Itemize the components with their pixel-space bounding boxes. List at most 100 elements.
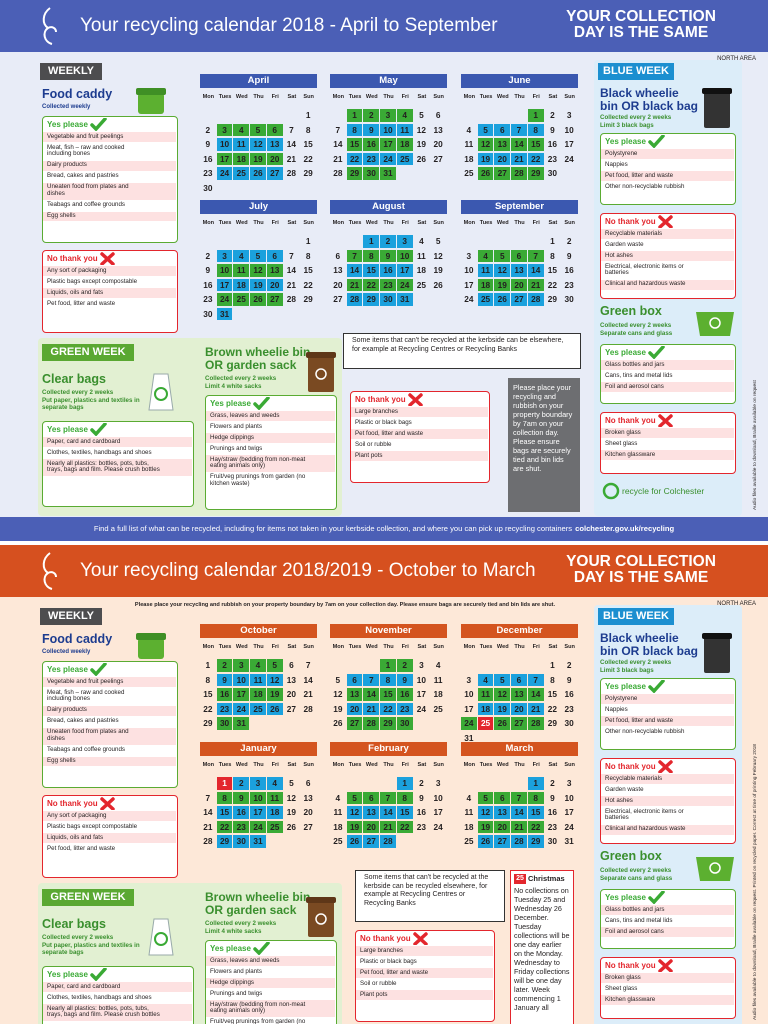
list-item: Prunings and twigs xyxy=(206,988,335,999)
cross-icon-graphic xyxy=(408,393,423,407)
weekday-label: Wed xyxy=(365,762,378,768)
weekday-label: Thu xyxy=(514,644,525,650)
cross-icon xyxy=(657,959,674,973)
tab-label: WEEKLY xyxy=(40,608,102,625)
black-bin-icon-graphic xyxy=(702,633,732,673)
panel-heading: Brown wheelie bin OR garden sack xyxy=(205,890,311,917)
panel-subheading: Collected every 2 weeks xyxy=(600,114,672,121)
weekday-label: Mon xyxy=(463,762,476,768)
cross-icon xyxy=(657,414,674,428)
list-item: Grass, leaves and weeds xyxy=(206,411,335,421)
calendar-day: 2 xyxy=(363,109,380,122)
yes-box: Yes please Grass, leaves and weeds Flowers… xyxy=(205,395,337,510)
list-items: Glass bottles and jars Cans, tins and met… xyxy=(601,360,734,393)
calendar-day: 7 xyxy=(305,660,311,670)
check-icon xyxy=(253,941,270,956)
calendar-day: 13 xyxy=(363,806,380,819)
list-item: Clinical and hazardous waste xyxy=(601,279,734,290)
calendar-day: 3 xyxy=(566,778,572,788)
calendar-day: 12 xyxy=(286,792,297,803)
weekday-label: Sun xyxy=(303,94,314,100)
council-logo-graphic xyxy=(42,552,57,590)
list-label: Yes please xyxy=(47,970,88,979)
calendar-day: 21 xyxy=(333,153,343,164)
calendar-day: 5 xyxy=(250,249,266,262)
cross-icon-graphic xyxy=(658,414,673,428)
calendar-day: 18 xyxy=(266,806,283,819)
list-label: No thank you xyxy=(360,934,411,943)
calendar-day: 26 xyxy=(346,835,363,848)
panel-subheading: Separate cans and glass xyxy=(600,330,673,337)
calendar-day: 28 xyxy=(527,293,544,306)
calendar-day: 25 xyxy=(433,703,443,714)
calendar-day: 15 xyxy=(527,138,544,151)
list-label: Yes please xyxy=(47,425,88,434)
weekday-label: Mon xyxy=(202,94,215,100)
list-item: Plant pots xyxy=(356,989,493,1000)
list-items: Grass, leaves and weeds Flowers and plant… xyxy=(206,956,335,1024)
weekday-label: Thu xyxy=(253,644,264,650)
check-icon-graphic xyxy=(648,890,665,905)
calendar-day: 10 xyxy=(416,674,427,685)
list-item: Kitchen glassware xyxy=(601,449,734,460)
calendar-day: 2 xyxy=(380,235,396,248)
weekday-label: Fri xyxy=(271,220,279,226)
calendar-day: 24 xyxy=(233,702,250,715)
list-item: Pet food, litter and waste xyxy=(601,170,734,181)
calendar-day: 5 xyxy=(250,123,266,136)
yes-box: Yes please Polystyrene Nappies Pet food, li… xyxy=(600,678,736,750)
weekday-label: Mon xyxy=(463,644,476,650)
no-box: No thank you Large branches Plastic or bla… xyxy=(350,391,490,483)
list-item: Polystyrene xyxy=(601,149,734,159)
panel-heading: Clear bags xyxy=(42,917,106,931)
calendar-day: 30 xyxy=(564,718,574,728)
calendar-day: 27 xyxy=(363,835,380,848)
check-icon xyxy=(90,117,107,132)
weekday-label: Wed xyxy=(496,762,509,768)
list-item: Plastic bags except compostable xyxy=(43,821,176,832)
month-header: September xyxy=(461,200,578,214)
list-items: Grass, leaves and weeds Flowers and plant… xyxy=(206,411,335,491)
calendar-day: 16 xyxy=(233,806,250,819)
calendar-day: 16 xyxy=(380,264,396,277)
list-item: Paper, card and cardboard xyxy=(43,437,192,447)
check-icon xyxy=(90,422,107,437)
calendar-day: 7 xyxy=(527,249,544,262)
month-name: July xyxy=(248,201,268,212)
calendar-day: 24 xyxy=(380,152,396,165)
month-header: January xyxy=(200,742,317,756)
calendar-day: 16 xyxy=(396,688,413,701)
calendar-day: 6 xyxy=(289,660,294,670)
bag-icon-graphic xyxy=(148,373,174,411)
weekday-label: Wed xyxy=(235,220,248,226)
calendar-day: 6 xyxy=(305,778,311,788)
weekday-label: Tues xyxy=(479,762,493,768)
calendar-day: 21 xyxy=(511,820,527,833)
calendar-day: 1 xyxy=(380,659,396,672)
calendar-day: 1 xyxy=(396,777,413,790)
calendar-day: 29 xyxy=(303,168,313,178)
weekday-label: Wed xyxy=(365,94,378,100)
calendar-day: 10 xyxy=(216,264,233,277)
christmas-text: No collections on Tuesday 25 and Wednesd… xyxy=(514,886,570,1012)
calendar-day: 20 xyxy=(511,702,527,715)
calendar-day: 14 xyxy=(380,806,396,819)
calendar-day: 30 xyxy=(380,293,396,306)
weekday-label: Sun xyxy=(433,762,444,768)
calendar-day: 22 xyxy=(380,702,396,715)
calendar-day: 25 xyxy=(250,702,266,715)
calendar-day: 27 xyxy=(511,293,527,306)
calendar-day: 30 xyxy=(203,182,213,193)
calendar-day: 29 xyxy=(380,717,396,730)
calendar-day: 1 xyxy=(527,109,544,122)
weekday-label: Sat xyxy=(417,644,427,650)
calendar-day: 5 xyxy=(477,123,494,136)
tab-label: GREEN WEEK xyxy=(42,889,134,906)
list-item: Kitchen glassware xyxy=(601,994,734,1005)
calendar-day: 23 xyxy=(363,152,380,165)
calendar-day: 15 xyxy=(380,688,396,701)
calendar-day: 10 xyxy=(233,673,250,686)
no-box: No thank you Any sort of packaging Plastic… xyxy=(42,250,178,333)
footer-strip: Find a full list of what can be recycled… xyxy=(0,517,768,541)
calendar-day: 16 xyxy=(564,265,574,275)
